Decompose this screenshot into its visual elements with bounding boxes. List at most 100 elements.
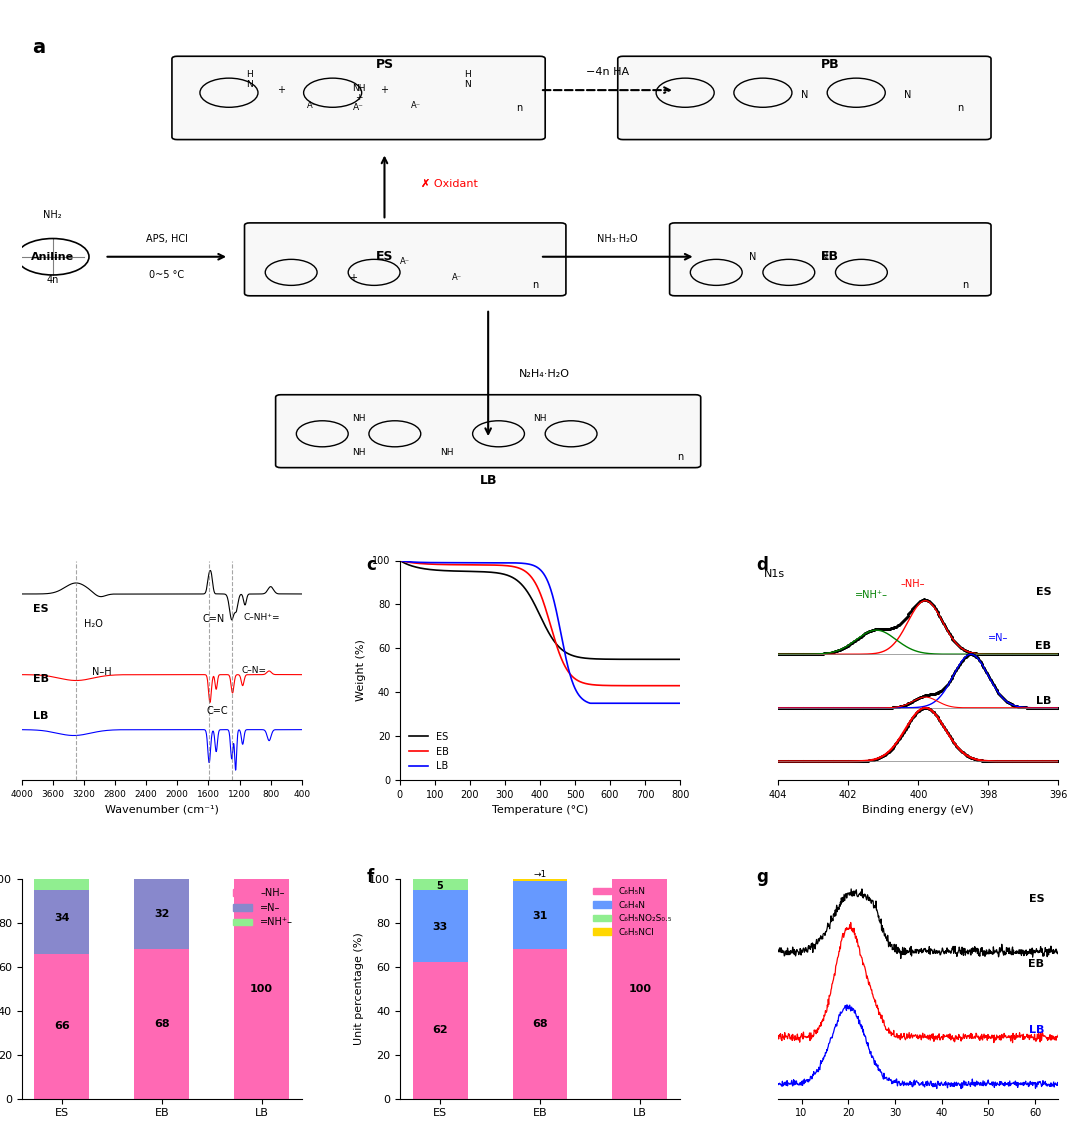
Bar (35, 879, 90, 890)
Text: NH: NH (440, 447, 454, 456)
Text: NH₂: NH₂ (43, 211, 62, 221)
Bar (413, 890, 468, 963)
Text: ES: ES (376, 250, 393, 263)
Legend: –NH–, =N–, =NH⁺–: –NH–, =N–, =NH⁺– (229, 883, 297, 932)
Text: EB: EB (1036, 641, 1052, 651)
Text: –NH–: –NH– (901, 580, 926, 590)
Text: LB: LB (1029, 1025, 1044, 1035)
Text: N: N (904, 91, 912, 100)
Text: Aniline: Aniline (31, 252, 75, 261)
Bar (413, 963, 468, 1099)
Bar (513, 881, 567, 949)
Text: ✗: ✗ (421, 179, 430, 188)
Text: C–NH⁺=: C–NH⁺= (243, 613, 280, 622)
Text: EB: EB (1028, 960, 1044, 969)
Text: A⁻: A⁻ (410, 101, 420, 110)
Text: =N–: =N– (988, 633, 1009, 642)
Text: EB: EB (33, 674, 50, 684)
Text: +: + (349, 272, 357, 282)
Bar (35, 954, 90, 1099)
FancyBboxPatch shape (670, 223, 991, 296)
Text: LB: LB (33, 711, 49, 721)
Text: =NH⁺–: =NH⁺– (855, 590, 888, 600)
Y-axis label: Weight (%): Weight (%) (356, 639, 366, 702)
Text: NH: NH (352, 447, 365, 456)
Text: f: f (366, 868, 374, 886)
Text: NH
+
A⁻: NH + A⁻ (352, 84, 365, 112)
Text: a: a (32, 38, 45, 57)
Bar (513, 949, 567, 1099)
X-axis label: Binding energy (eV): Binding energy (eV) (863, 805, 974, 815)
Text: A⁻: A⁻ (307, 101, 316, 110)
Bar (35, 879, 90, 954)
Text: n: n (962, 280, 968, 290)
Text: n: n (677, 452, 683, 462)
Text: 68: 68 (532, 1019, 548, 1029)
Bar (413, 879, 468, 890)
Text: ES: ES (1029, 893, 1044, 904)
Text: 5: 5 (436, 880, 444, 890)
Text: N₂H₄·H₂O: N₂H₄·H₂O (519, 369, 570, 379)
Text: C=N: C=N (202, 614, 225, 623)
Text: 66: 66 (54, 1021, 70, 1031)
Text: 68: 68 (153, 1019, 170, 1029)
FancyBboxPatch shape (244, 223, 566, 296)
FancyBboxPatch shape (275, 395, 701, 467)
Text: 100: 100 (251, 984, 273, 994)
Text: N: N (464, 81, 471, 90)
Text: N: N (246, 81, 253, 90)
Y-axis label: Unit percentage (%): Unit percentage (%) (353, 933, 364, 1045)
Text: NH₃·H₂O: NH₃·H₂O (597, 233, 638, 243)
Text: H₂O: H₂O (84, 619, 103, 629)
Text: 32: 32 (154, 909, 170, 919)
Text: H: H (246, 70, 253, 78)
Text: C–N=: C–N= (241, 666, 266, 675)
Text: →1: →1 (534, 870, 546, 879)
Text: −4n HA: −4n HA (585, 67, 629, 77)
Text: N–H: N–H (92, 667, 111, 677)
Text: n: n (516, 103, 523, 113)
Bar (134, 879, 189, 949)
Legend: ES, EB, LB: ES, EB, LB (405, 728, 453, 776)
Text: 62: 62 (432, 1026, 448, 1036)
Text: 34: 34 (54, 914, 69, 924)
Text: A⁻: A⁻ (401, 258, 410, 267)
X-axis label: Temperature (°C): Temperature (°C) (491, 805, 589, 815)
Text: n: n (531, 280, 538, 290)
Text: PS: PS (376, 57, 393, 71)
Text: A⁻: A⁻ (453, 274, 462, 282)
Text: 100: 100 (629, 984, 651, 994)
FancyBboxPatch shape (172, 56, 545, 140)
Text: APS, HCl: APS, HCl (146, 233, 188, 243)
Text: PB: PB (821, 57, 839, 71)
Text: N: N (822, 252, 828, 261)
Text: LB: LB (1036, 696, 1052, 706)
Text: ES: ES (33, 604, 49, 614)
Text: +: + (380, 85, 389, 95)
Bar (234, 879, 289, 1099)
Text: c: c (366, 556, 376, 574)
X-axis label: Wavenumber (cm⁻¹): Wavenumber (cm⁻¹) (105, 805, 218, 814)
Text: NH: NH (534, 414, 546, 423)
Text: 4n: 4n (46, 275, 59, 285)
Bar (134, 949, 189, 1099)
Text: g: g (756, 868, 768, 886)
Text: N: N (800, 91, 808, 100)
Text: LB: LB (480, 474, 497, 488)
Text: 33: 33 (432, 923, 448, 933)
Text: N: N (748, 252, 756, 261)
Text: d: d (756, 556, 768, 574)
Text: NH: NH (352, 414, 365, 423)
Text: n: n (957, 103, 963, 113)
Text: 31: 31 (532, 911, 548, 921)
Text: EB: EB (821, 250, 839, 263)
Text: H: H (464, 70, 471, 78)
Text: 0~5 °C: 0~5 °C (149, 270, 185, 280)
Bar (513, 879, 567, 881)
Text: ✗ Oxidant: ✗ Oxidant (421, 179, 477, 188)
Text: ES: ES (1036, 587, 1052, 597)
Legend: C₆H₅N, C₆H₄N, C₆H₅NO₂S₀.₅, C₆H₅NCl: C₆H₅N, C₆H₄N, C₆H₅NO₂S₀.₅, C₆H₅NCl (590, 883, 676, 941)
Text: +: + (276, 85, 285, 95)
Text: N1s: N1s (764, 568, 785, 578)
Bar (612, 879, 667, 1099)
